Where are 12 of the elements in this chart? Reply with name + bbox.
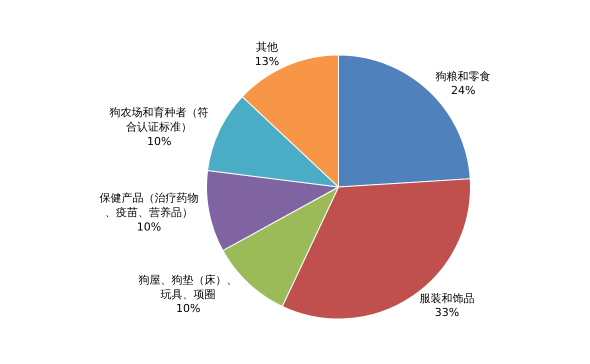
slice-label: 其他 [256,40,278,54]
slice-label: 服装和饰品 [420,292,475,305]
data-label: 10% [146,134,172,148]
slice-label: 保健产品（治疗药物、疫苗、营养品） [99,192,198,219]
data-label: 10% [136,220,162,234]
data-label: 33% [434,306,460,320]
slice-label: 狗粮和零食 [436,70,491,83]
slice-label: 狗农场和育种者（符合认证标准） [110,106,209,134]
slice-label: 狗屋、狗垫（床）、玩具、项圈 [138,273,238,301]
data-label: 13% [254,55,280,68]
data-label: 10% [176,302,200,316]
data-label: 24% [450,84,476,98]
